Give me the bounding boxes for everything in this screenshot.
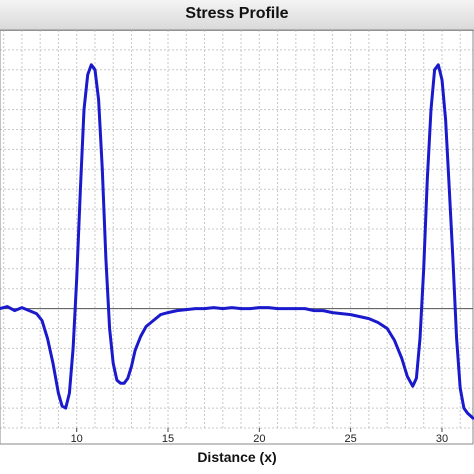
plot-border: [0, 29, 474, 445]
x-axis-label: Distance (x): [197, 449, 277, 465]
x-tick-label: 25: [345, 433, 357, 445]
x-tick-label: 30: [436, 433, 448, 445]
x-tick-label: 10: [71, 433, 83, 445]
x-tick-label: 15: [162, 433, 174, 445]
stress-series-line: [0, 63, 474, 420]
ticks-layer: 10 15 20 25 30: [71, 428, 448, 445]
chart-title: Stress Profile: [185, 5, 289, 22]
x-tick-label: 20: [253, 433, 265, 445]
